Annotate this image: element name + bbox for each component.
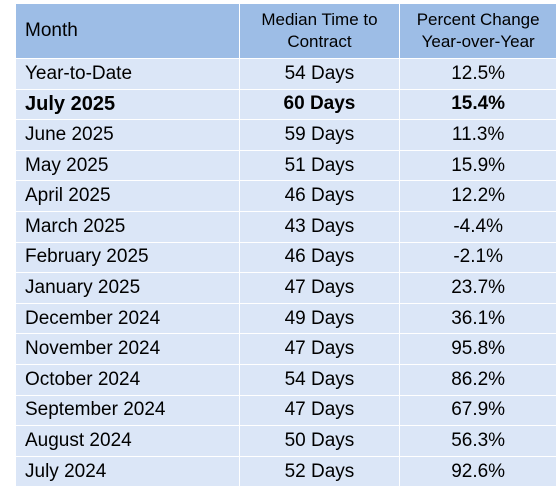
cell-month: August 2024 [15,425,240,457]
cell-median: 46 Days [238,180,401,212]
table-row-highlighted: July 2025 60 Days 15.4% [15,88,557,121]
cell-pct: 92.6% [399,455,557,488]
table-row: December 2024 49 Days 36.1% [15,302,557,335]
table-row: April 2025 46 Days 12.2% [15,180,557,212]
table-row: August 2024 50 Days 56.3% [15,425,557,457]
cell-pct: 95.8% [399,333,557,365]
cell-pct: -4.4% [399,210,557,243]
cell-median: 47 Days [238,333,401,365]
cell-median: 51 Days [238,149,401,182]
cell-month: July 2025 [15,88,240,121]
cell-median: 52 Days [238,455,401,488]
cell-pct: 56.3% [399,425,557,457]
cell-month: December 2024 [15,302,240,335]
cell-pct: -2.1% [399,241,557,274]
cell-median: 47 Days [238,394,401,427]
cell-month: February 2025 [15,241,240,274]
table-row: June 2025 59 Days 11.3% [15,119,557,151]
header-median-time: Median Time to Contract [238,3,401,59]
cell-month: November 2024 [15,333,240,365]
table-row: Year-to-Date 54 Days 12.5% [15,58,557,90]
cell-median: 54 Days [238,58,401,90]
cell-pct: 67.9% [399,394,557,427]
table-body: Year-to-Date 54 Days 12.5% July 2025 60 … [15,58,557,488]
header-pct-line1: Percent Change [416,10,540,29]
cell-pct: 12.2% [399,180,557,212]
header-pct-line2: Year-over-Year [421,32,535,51]
cell-pct: 23.7% [399,272,557,304]
cell-month: September 2024 [15,394,240,427]
cell-month: April 2025 [15,180,240,212]
cell-month: July 2024 [15,455,240,488]
cell-pct: 15.9% [399,149,557,182]
cell-median: 49 Days [238,302,401,335]
header-median-line2: Contract [287,32,352,51]
header-median-line1: Median Time to [261,10,378,29]
table-row: October 2024 54 Days 86.2% [15,363,557,396]
cell-median: 54 Days [238,363,401,396]
cell-pct: 15.4% [399,88,557,121]
cell-month: January 2025 [15,272,240,304]
cell-month: Year-to-Date [15,58,240,90]
table-row: July 2024 52 Days 92.6% [15,455,557,488]
table-row: January 2025 47 Days 23.7% [15,272,557,304]
table-row: February 2025 46 Days -2.1% [15,241,557,274]
median-time-to-contract-table: Month Median Time to Contract Percent Ch… [15,3,557,488]
table-row: November 2024 47 Days 95.8% [15,333,557,365]
cell-median: 60 Days [238,88,401,121]
cell-month: May 2025 [15,149,240,182]
cell-month: June 2025 [15,119,240,151]
header-row: Month Median Time to Contract Percent Ch… [15,3,557,59]
cell-pct: 12.5% [399,58,557,90]
cell-median: 46 Days [238,241,401,274]
table-row: September 2024 47 Days 67.9% [15,394,557,427]
cell-month: October 2024 [15,363,240,396]
cell-median: 47 Days [238,272,401,304]
cell-median: 50 Days [238,425,401,457]
cell-pct: 11.3% [399,119,557,151]
header-percent-change: Percent Change Year-over-Year [399,3,557,59]
cell-median: 43 Days [238,210,401,243]
cell-median: 59 Days [238,119,401,151]
table-header: Month Median Time to Contract Percent Ch… [15,3,557,59]
header-month: Month [15,3,240,59]
cell-month: March 2025 [15,210,240,243]
cell-pct: 86.2% [399,363,557,396]
table-row: May 2025 51 Days 15.9% [15,149,557,182]
table-row: March 2025 43 Days -4.4% [15,210,557,243]
cell-pct: 36.1% [399,302,557,335]
